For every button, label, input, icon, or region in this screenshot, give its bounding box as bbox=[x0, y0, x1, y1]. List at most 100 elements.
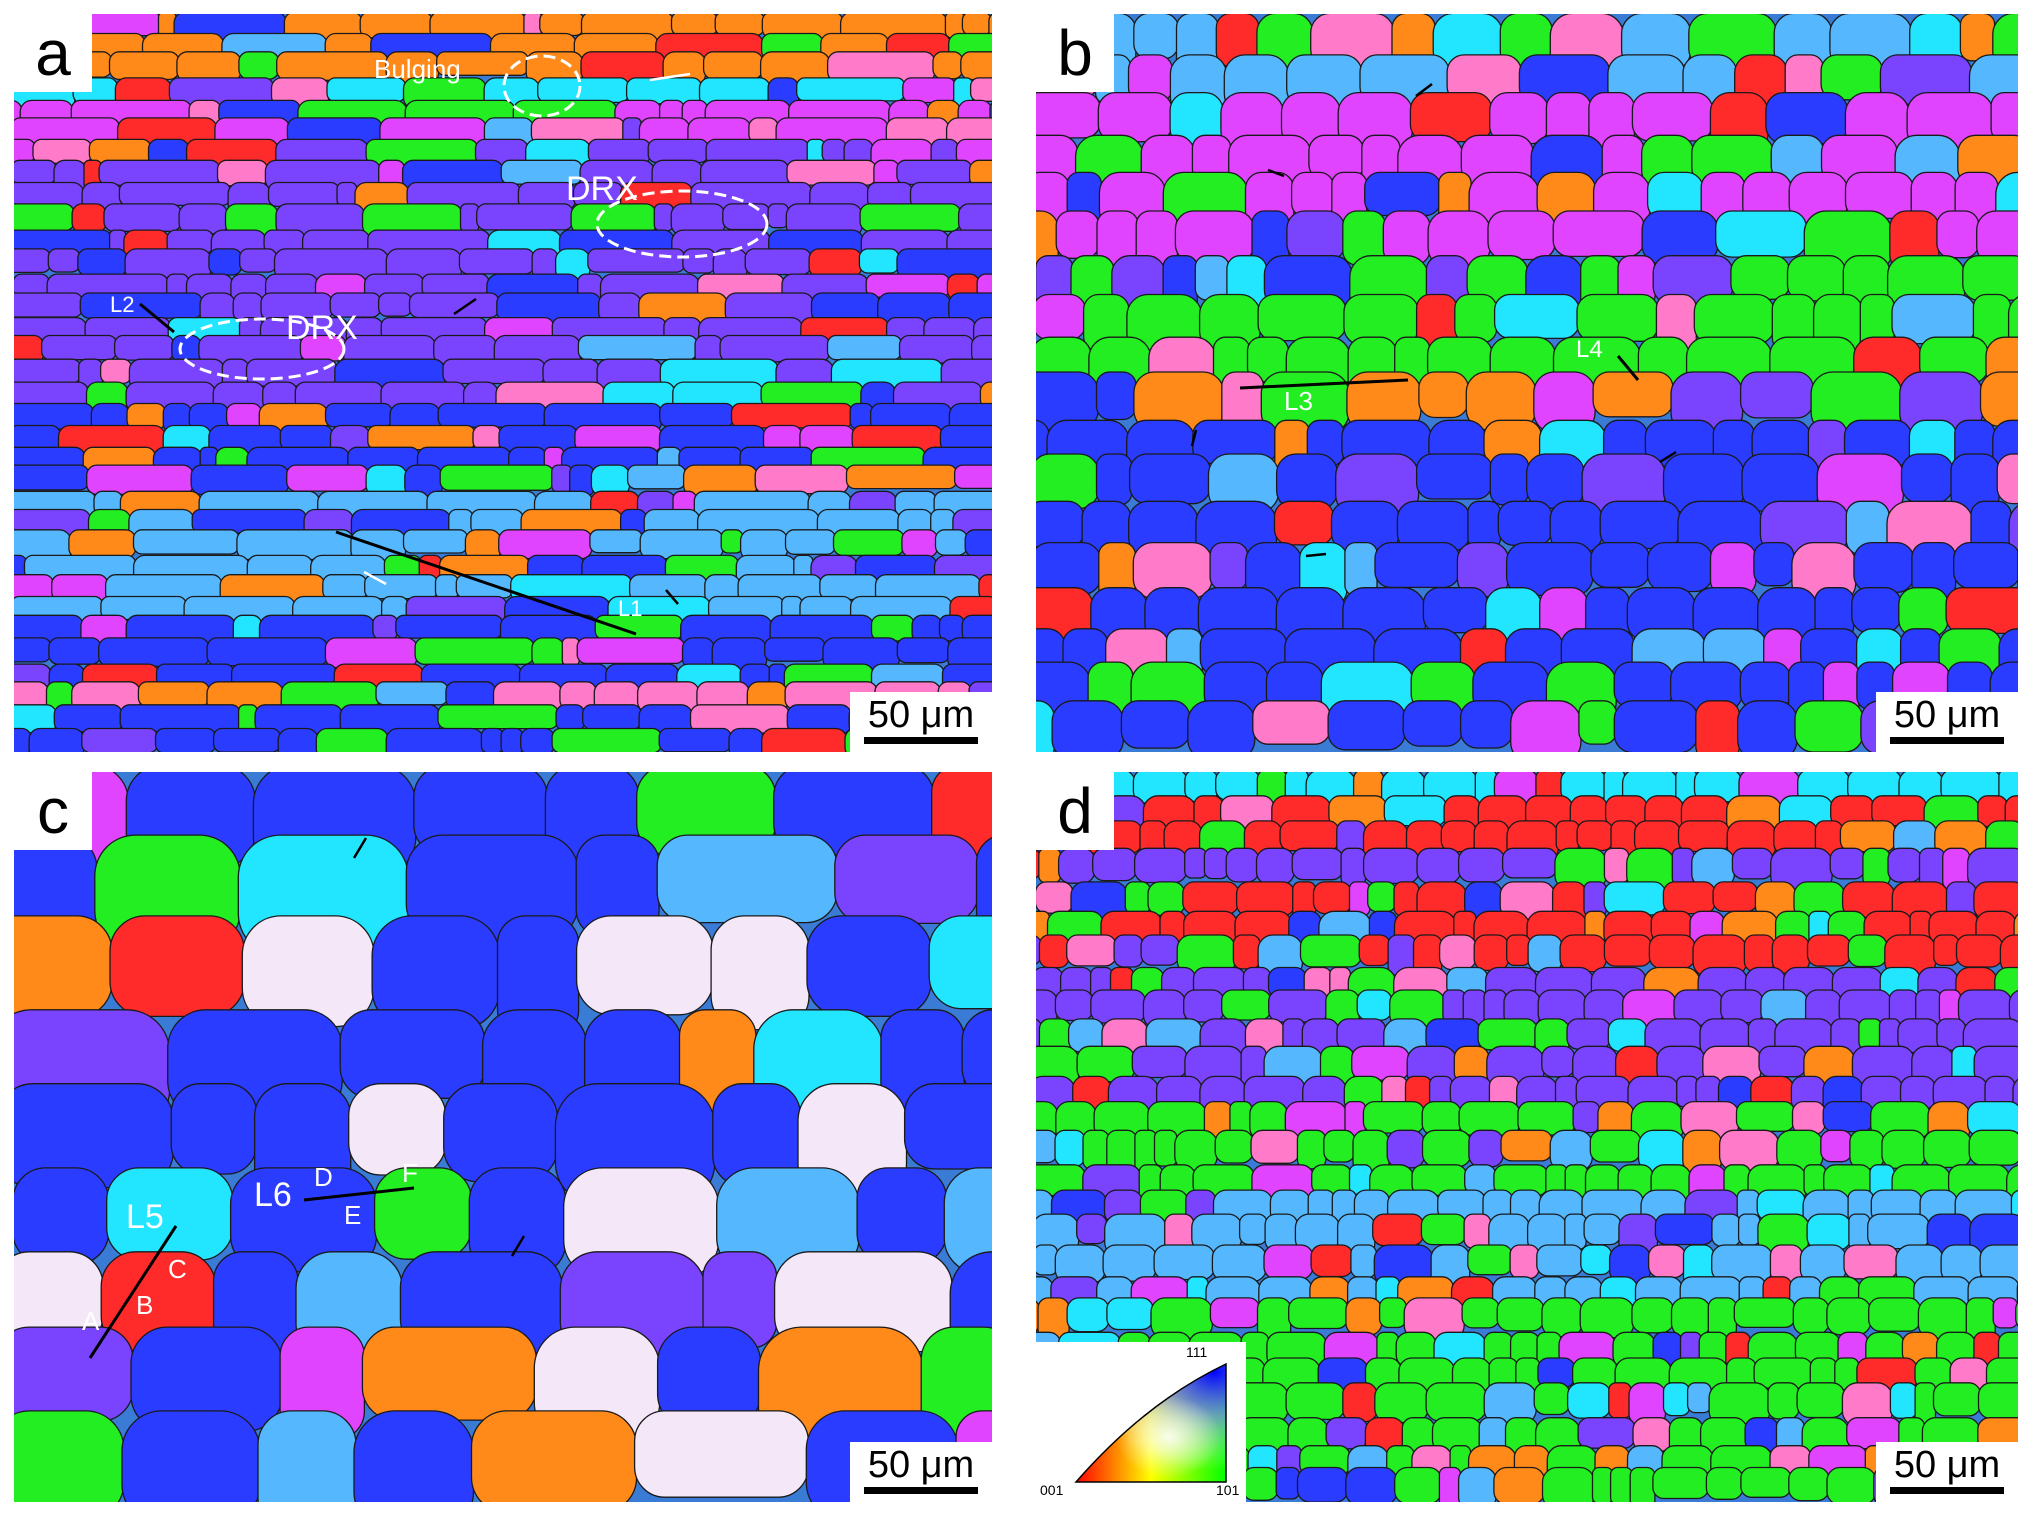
grain bbox=[1631, 1297, 1675, 1334]
grain bbox=[375, 681, 449, 706]
grain bbox=[1378, 1297, 1407, 1329]
grain bbox=[439, 464, 555, 491]
grain bbox=[1416, 847, 1462, 884]
grain bbox=[1820, 1129, 1853, 1163]
grain bbox=[208, 248, 243, 276]
grain bbox=[14, 248, 51, 274]
l5-label: L5 bbox=[126, 1198, 164, 1236]
grain bbox=[575, 915, 714, 1016]
grain bbox=[1891, 293, 1977, 345]
grain bbox=[472, 424, 502, 451]
grain bbox=[1120, 700, 1191, 749]
grain bbox=[1731, 847, 1774, 880]
grain bbox=[1887, 847, 1923, 883]
grain bbox=[1525, 453, 1585, 509]
grain bbox=[1990, 91, 2018, 143]
grain bbox=[1654, 1213, 1715, 1246]
scale-box-d: 50 μm bbox=[1876, 1442, 2018, 1502]
panel-c: c L5 L6 A B C D E F 50 μm bbox=[14, 772, 992, 1502]
grain bbox=[286, 464, 369, 492]
grain bbox=[98, 637, 210, 668]
grain bbox=[796, 77, 906, 102]
grain bbox=[1788, 1466, 1830, 1502]
grain bbox=[1962, 255, 2018, 301]
grain bbox=[1629, 1466, 1656, 1502]
grain bbox=[1753, 541, 1795, 587]
grain bbox=[1693, 293, 1775, 345]
grain bbox=[1128, 453, 1212, 505]
grain bbox=[1992, 1297, 2018, 1329]
grain bbox=[77, 248, 128, 277]
drx-label-1: DRX bbox=[566, 170, 638, 208]
grain bbox=[1066, 934, 1117, 967]
grain bbox=[1325, 1417, 1368, 1450]
grain bbox=[1362, 847, 1420, 885]
panel-label-c: c bbox=[14, 772, 92, 850]
grain bbox=[1036, 500, 1085, 549]
grain bbox=[1187, 700, 1256, 752]
grain bbox=[1345, 1466, 1398, 1502]
grain bbox=[395, 614, 504, 639]
grain bbox=[639, 529, 724, 560]
grain bbox=[520, 727, 555, 752]
grain bbox=[633, 1410, 809, 1498]
grain bbox=[819, 574, 879, 601]
grain bbox=[1715, 210, 1807, 258]
grain bbox=[1839, 820, 1897, 853]
grain bbox=[1327, 700, 1406, 751]
grain bbox=[1576, 820, 1614, 852]
grain bbox=[500, 727, 524, 752]
grain bbox=[1822, 1100, 1874, 1133]
point-c-label: C bbox=[168, 1254, 187, 1284]
grain bbox=[582, 704, 642, 730]
grain bbox=[961, 1009, 992, 1100]
grain bbox=[1564, 1213, 1587, 1250]
grain bbox=[47, 248, 81, 273]
ebsd-map-c bbox=[14, 772, 992, 1502]
grain bbox=[455, 574, 514, 599]
grain bbox=[901, 529, 939, 558]
grain bbox=[1463, 1213, 1492, 1249]
grain bbox=[1279, 820, 1340, 852]
grain bbox=[367, 424, 476, 451]
grain bbox=[577, 334, 698, 361]
grain bbox=[1979, 371, 2018, 427]
grain bbox=[88, 138, 152, 164]
grain bbox=[1468, 1129, 1504, 1168]
grain bbox=[1153, 1129, 1178, 1167]
grain bbox=[961, 614, 992, 644]
grain bbox=[40, 334, 118, 361]
grain bbox=[1487, 210, 1556, 261]
grain bbox=[1036, 453, 1100, 510]
grain bbox=[1592, 371, 1674, 418]
grain bbox=[81, 727, 159, 752]
grain bbox=[1241, 1466, 1279, 1501]
grain bbox=[14, 464, 90, 491]
grain bbox=[964, 529, 992, 558]
grain bbox=[928, 915, 992, 1010]
grain bbox=[1758, 1045, 1807, 1078]
grain bbox=[1608, 1382, 1632, 1419]
grain bbox=[372, 614, 399, 641]
grain bbox=[1999, 934, 2018, 975]
grain bbox=[113, 334, 175, 361]
grain bbox=[1182, 881, 1240, 915]
grain bbox=[1420, 1213, 1467, 1246]
grain bbox=[1767, 1382, 1800, 1420]
grain bbox=[961, 14, 992, 36]
grain bbox=[1652, 1466, 1710, 1500]
l3-label: L3 bbox=[1284, 386, 1313, 416]
grain bbox=[764, 637, 826, 662]
grain bbox=[1454, 293, 1498, 344]
grain bbox=[1036, 541, 1102, 596]
grain bbox=[1054, 1129, 1086, 1167]
ipf-triangle-icon bbox=[1074, 1362, 1227, 1483]
grain bbox=[979, 381, 992, 410]
grain bbox=[14, 1410, 125, 1502]
scale-text-c: 50 μm bbox=[867, 1444, 975, 1486]
l1-label: L1 bbox=[618, 596, 643, 621]
grain bbox=[373, 1167, 473, 1260]
grain bbox=[1933, 934, 1960, 967]
grain bbox=[1647, 1244, 1687, 1279]
grain bbox=[14, 292, 84, 318]
